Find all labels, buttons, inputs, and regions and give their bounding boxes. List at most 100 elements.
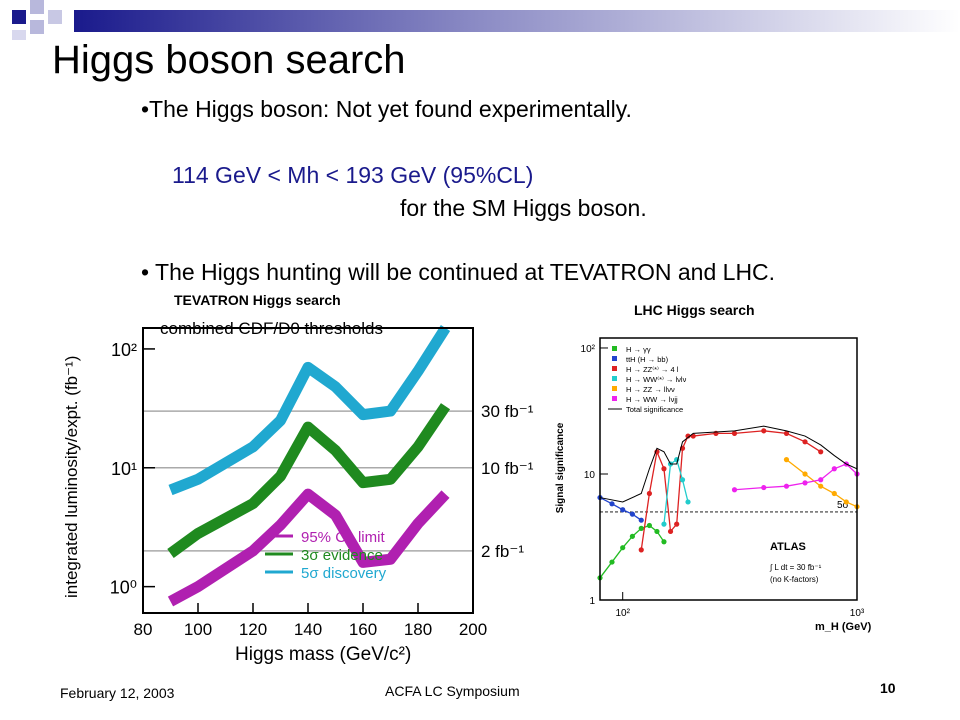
tev-y-tick-label-1: 10¹ <box>111 459 137 479</box>
lhc-legend-label-4: H → ZZ → llνν <box>626 385 675 394</box>
lhc-series-0-point-3 <box>629 533 636 539</box>
lhc-series-1-point-4 <box>638 517 644 523</box>
lhc-legend-label-1: ttH (H → bb) <box>626 355 669 364</box>
lhc-series-4-point-0 <box>783 457 790 463</box>
lhc-series-5-point-2 <box>783 483 790 489</box>
lhc-legend-label-5: H → WW → lνjj <box>626 395 678 404</box>
lhc-series-5-line <box>734 463 858 491</box>
square-light-3 <box>30 20 44 34</box>
lhc-series-5-point-4 <box>818 477 824 483</box>
lhc-legend-label-6: Total significance <box>626 405 683 414</box>
lhc-series-2-point-3 <box>661 466 667 472</box>
tev-x-tick-label-6: 200 <box>459 620 487 639</box>
square-light-2 <box>48 10 62 24</box>
lhc-series-4-point-2 <box>818 483 824 489</box>
lhc-legend-swatch-5 <box>612 396 617 401</box>
lhc-series-0-point-6 <box>654 528 660 535</box>
mass-range-suffix: for the SM Higgs boson. <box>400 195 647 221</box>
lhc-series-5-point-5 <box>831 466 837 472</box>
tev-legend-label-1: 3σ evidence <box>301 547 383 564</box>
lhc-series-1-point-2 <box>620 507 626 513</box>
lhc-threshold-label: 5σ <box>837 500 850 511</box>
lhc-annotation-0: ATLAS <box>770 541 806 553</box>
lhc-series-2-point-11 <box>761 428 767 434</box>
lhc-series-4-point-3 <box>831 490 837 497</box>
lhc-legend-label-0: H → γγ <box>626 345 651 354</box>
lhc-series-1-point-1 <box>609 501 615 507</box>
lhc-series-3-point-3 <box>679 477 686 483</box>
lhc-annotation-1: ∫ L dt = 30 fb⁻¹ <box>769 563 822 572</box>
tev-x-tick-label-4: 160 <box>349 620 377 639</box>
lhc-annotation-2: (no K-factors) <box>770 575 819 584</box>
lhc-legend-swatch-1 <box>612 356 617 361</box>
tev-legend-label-2: 5σ discovery <box>301 565 387 582</box>
tev-x-tick-label-3: 140 <box>294 620 322 639</box>
tev-x-tick-label-2: 120 <box>239 620 267 639</box>
footer-event: ACFA LC Symposium <box>385 683 520 699</box>
bullet-higgs-hunting: • The Higgs hunting will be continued at… <box>141 259 776 285</box>
lhc-chart: Signal significance m_H (GeV) 5σ 10² 10³ 1 10 1… <box>555 337 872 633</box>
slide-title: Higgs boson search <box>52 38 406 82</box>
lhc-series-2-point-1 <box>646 490 653 497</box>
tev-series-0-line <box>167 488 450 607</box>
lhc-series-0-point-7 <box>661 539 667 545</box>
header-gradient-bar <box>12 0 960 40</box>
tev-y-tick-label-0: 10⁰ <box>110 578 137 598</box>
tev-x-tick-label-1: 100 <box>184 620 212 639</box>
tev-reference-label-0: 30 fb⁻¹ <box>481 402 534 421</box>
tev-legend-label-0: 95% CL limit <box>301 529 385 546</box>
header-decoration <box>0 0 960 40</box>
mass-range-text: 114 GeV < Mh < 193 GeV (95%CL) <box>172 162 534 188</box>
square-light-4 <box>12 30 26 40</box>
tev-reference-label-1: 10 fb⁻¹ <box>481 459 534 478</box>
lhc-series-2-point-13 <box>802 439 808 445</box>
tev-series-1-line <box>167 403 451 558</box>
lhc-legend-label-3: H → WW⁽*⁾ → lνlν <box>626 375 687 384</box>
lhc-series-3-point-0 <box>661 521 667 527</box>
lhc-legend-swatch-4 <box>612 386 617 391</box>
lhc-series-2-point-10 <box>731 430 738 436</box>
lhc-x-tick-label-1: 10³ <box>850 608 865 619</box>
footer-page-number: 10 <box>880 680 896 696</box>
lhc-legend-swatch-2 <box>612 366 617 371</box>
tev-x-tick-label-0: 80 <box>134 620 153 639</box>
tev-x-tick-label-5: 180 <box>404 620 432 639</box>
lhc-series-3-point-4 <box>685 499 691 505</box>
lhc-y-tick-label-1: 10 <box>584 470 596 481</box>
lhc-series-3-line <box>663 458 689 525</box>
tev-reference-label-2: 2 fb⁻¹ <box>481 542 524 561</box>
caption-tevatron: TEVATRON Higgs search <box>174 292 341 308</box>
lhc-x-axis-label: m_H (GeV) <box>815 621 872 633</box>
caption-lhc: LHC Higgs search <box>634 302 755 318</box>
lhc-series-4-point-1 <box>802 471 808 477</box>
lhc-series-2-point-7 <box>685 433 691 439</box>
lhc-series-2-point-4 <box>667 528 674 535</box>
lhc-legend-swatch-0 <box>612 346 617 351</box>
lhc-series-5-point-1 <box>761 484 767 491</box>
lhc-series-0-point-4 <box>638 525 644 532</box>
lhc-legend-label-2: H → ZZ⁽*⁾ → 4 l <box>626 365 679 374</box>
lhc-series-4-point-4 <box>843 499 849 505</box>
lhc-x-tick-label-0: 10² <box>615 608 630 619</box>
bullet-higgs-not-found: •The Higgs boson: Not yet found experime… <box>141 96 632 122</box>
square-light-1 <box>30 0 44 14</box>
lhc-series-0-point-5 <box>646 522 653 529</box>
tev-x-axis-label: Higgs mass (GeV/c²) <box>235 644 411 665</box>
lhc-series-0-line <box>599 524 665 579</box>
lhc-y-axis-label: Signal significance <box>555 422 566 513</box>
lhc-series-0-point-2 <box>620 545 626 551</box>
tev-y-axis-label: integrated luminosity/expt. (fb⁻¹) <box>62 356 81 598</box>
lhc-series-0-point-1 <box>609 559 615 565</box>
footer-date: February 12, 2003 <box>60 685 175 701</box>
lhc-series-1-point-3 <box>629 511 636 517</box>
tev-y-tick-label-2: 10² <box>111 340 137 360</box>
lhc-series-2-point-14 <box>818 449 824 455</box>
lhc-series-5-point-0 <box>731 487 738 493</box>
lhc-series-6-line <box>599 425 858 503</box>
lhc-y-tick-label-0: 1 <box>589 596 595 607</box>
lhc-series-2-point-12 <box>783 430 790 436</box>
lhc-legend-swatch-3 <box>612 376 617 381</box>
square-dark-1 <box>12 10 26 24</box>
tev-series-2-line <box>168 325 451 496</box>
